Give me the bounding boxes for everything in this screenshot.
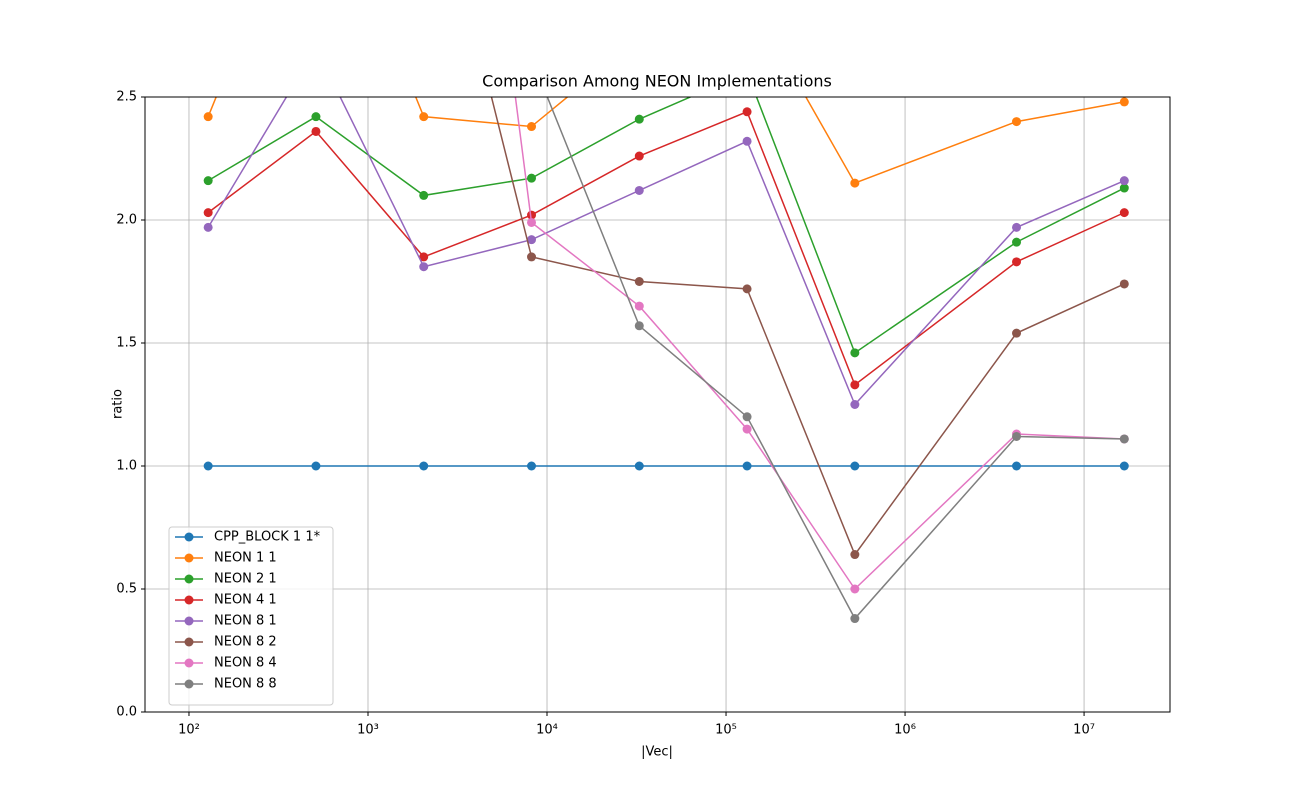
data-point: [634, 114, 644, 124]
data-point: [1012, 237, 1022, 247]
data-point: [1012, 461, 1022, 471]
y-axis-label: ratio: [111, 389, 126, 419]
data-point: [850, 348, 860, 358]
legend-box: [168, 526, 334, 706]
data-point: [742, 284, 752, 294]
legend-marker: [184, 658, 194, 668]
data-point: [1012, 328, 1022, 338]
data-point: [203, 208, 213, 218]
legend-label: CPP_BLOCK 1 1*: [214, 530, 321, 545]
legend-marker: [184, 679, 194, 689]
y-tick-label: 0.5: [116, 582, 137, 597]
data-point: [419, 262, 429, 272]
data-point: [203, 461, 213, 471]
data-point: [203, 176, 213, 186]
data-point: [742, 424, 752, 434]
axes-frame: [144, 96, 1171, 713]
data-point: [419, 112, 429, 122]
data-point: [1119, 183, 1129, 193]
data-point: [311, 126, 321, 136]
data-point: [850, 178, 860, 188]
data-point: [1012, 257, 1022, 267]
x-tick-label: 10²: [178, 723, 200, 738]
data-point: [1119, 97, 1129, 107]
legend-marker: [184, 553, 194, 563]
data-point: [634, 277, 644, 286]
data-point: [742, 136, 752, 146]
data-point: [850, 550, 860, 560]
data-point: [527, 122, 537, 132]
data-point: [527, 210, 537, 220]
y-tick-label: 2.0: [116, 213, 137, 228]
chart-title: Comparison Among NEON Implementations: [482, 72, 832, 91]
legend-marker: [184, 637, 194, 647]
x-tick-label: 10⁶: [894, 723, 916, 738]
x-tick-label: 10⁴: [536, 723, 558, 738]
data-point: [1012, 222, 1022, 232]
data-point: [742, 107, 752, 117]
data-point: [1119, 176, 1129, 186]
data-point: [634, 185, 644, 195]
ticks: 10² 10³ 10⁴ 10⁵ 10⁶ 10⁷ 0.0 0.5 1.0 1.5 2.0 2.5: [116, 90, 1095, 738]
data-point: [527, 217, 537, 227]
legend-marker: [184, 532, 194, 542]
data-point: [1119, 461, 1129, 471]
x-axis-label: |Vec|: [641, 745, 673, 760]
data-point: [634, 301, 644, 311]
data-point: [742, 412, 752, 422]
x-tick-label: 10³: [357, 723, 379, 738]
data-point: [311, 461, 321, 471]
legend-label: NEON 1 1: [214, 551, 277, 566]
legend-label: NEON 4 1: [214, 593, 277, 608]
data-point: [203, 112, 213, 122]
data-point: [1012, 431, 1022, 441]
data-point: [634, 151, 644, 161]
x-tick-label: 10⁷: [1073, 723, 1095, 738]
data-point: [850, 400, 860, 409]
legend-marker: [184, 595, 194, 605]
legend-marker: [184, 574, 194, 584]
legend: CPP_BLOCK 1 1* NEON 1 1 NEON 2 1 NEON 4 1 NE…: [168, 526, 334, 706]
data-point: [1012, 117, 1022, 127]
y-tick-label: 2.5: [116, 90, 137, 105]
data-point: [742, 461, 752, 471]
series-line: [207, 97, 1125, 185]
legend-label: NEON 8 4: [214, 656, 277, 671]
data-point: [527, 235, 537, 245]
data-point: [311, 112, 321, 122]
y-tick-label: 0.0: [116, 705, 137, 720]
data-point: [850, 380, 860, 390]
data-point: [1119, 279, 1129, 289]
plot-area: [203, 97, 1129, 624]
data-point: [850, 614, 860, 624]
data-point: [419, 190, 429, 200]
legend-label: NEON 8 2: [214, 635, 277, 650]
data-point: [634, 461, 644, 471]
legend-label: NEON 2 1: [214, 572, 277, 587]
data-point: [419, 461, 429, 471]
data-point: [419, 252, 429, 262]
y-tick-label: 1.0: [116, 459, 137, 474]
legend-marker: [184, 616, 194, 626]
data-point: [203, 222, 213, 232]
legend-label: NEON 8 1: [214, 614, 277, 629]
data-point: [1119, 434, 1129, 444]
data-point: [527, 173, 537, 183]
data-point: [850, 461, 860, 471]
data-point: [634, 321, 644, 331]
data-point: [850, 584, 860, 594]
data-point: [1119, 208, 1129, 218]
x-tick-label: 10⁵: [715, 723, 737, 738]
y-tick-label: 1.5: [116, 336, 137, 351]
data-point: [527, 252, 537, 262]
legend-label: NEON 8 8: [214, 677, 277, 692]
data-point: [527, 461, 537, 471]
